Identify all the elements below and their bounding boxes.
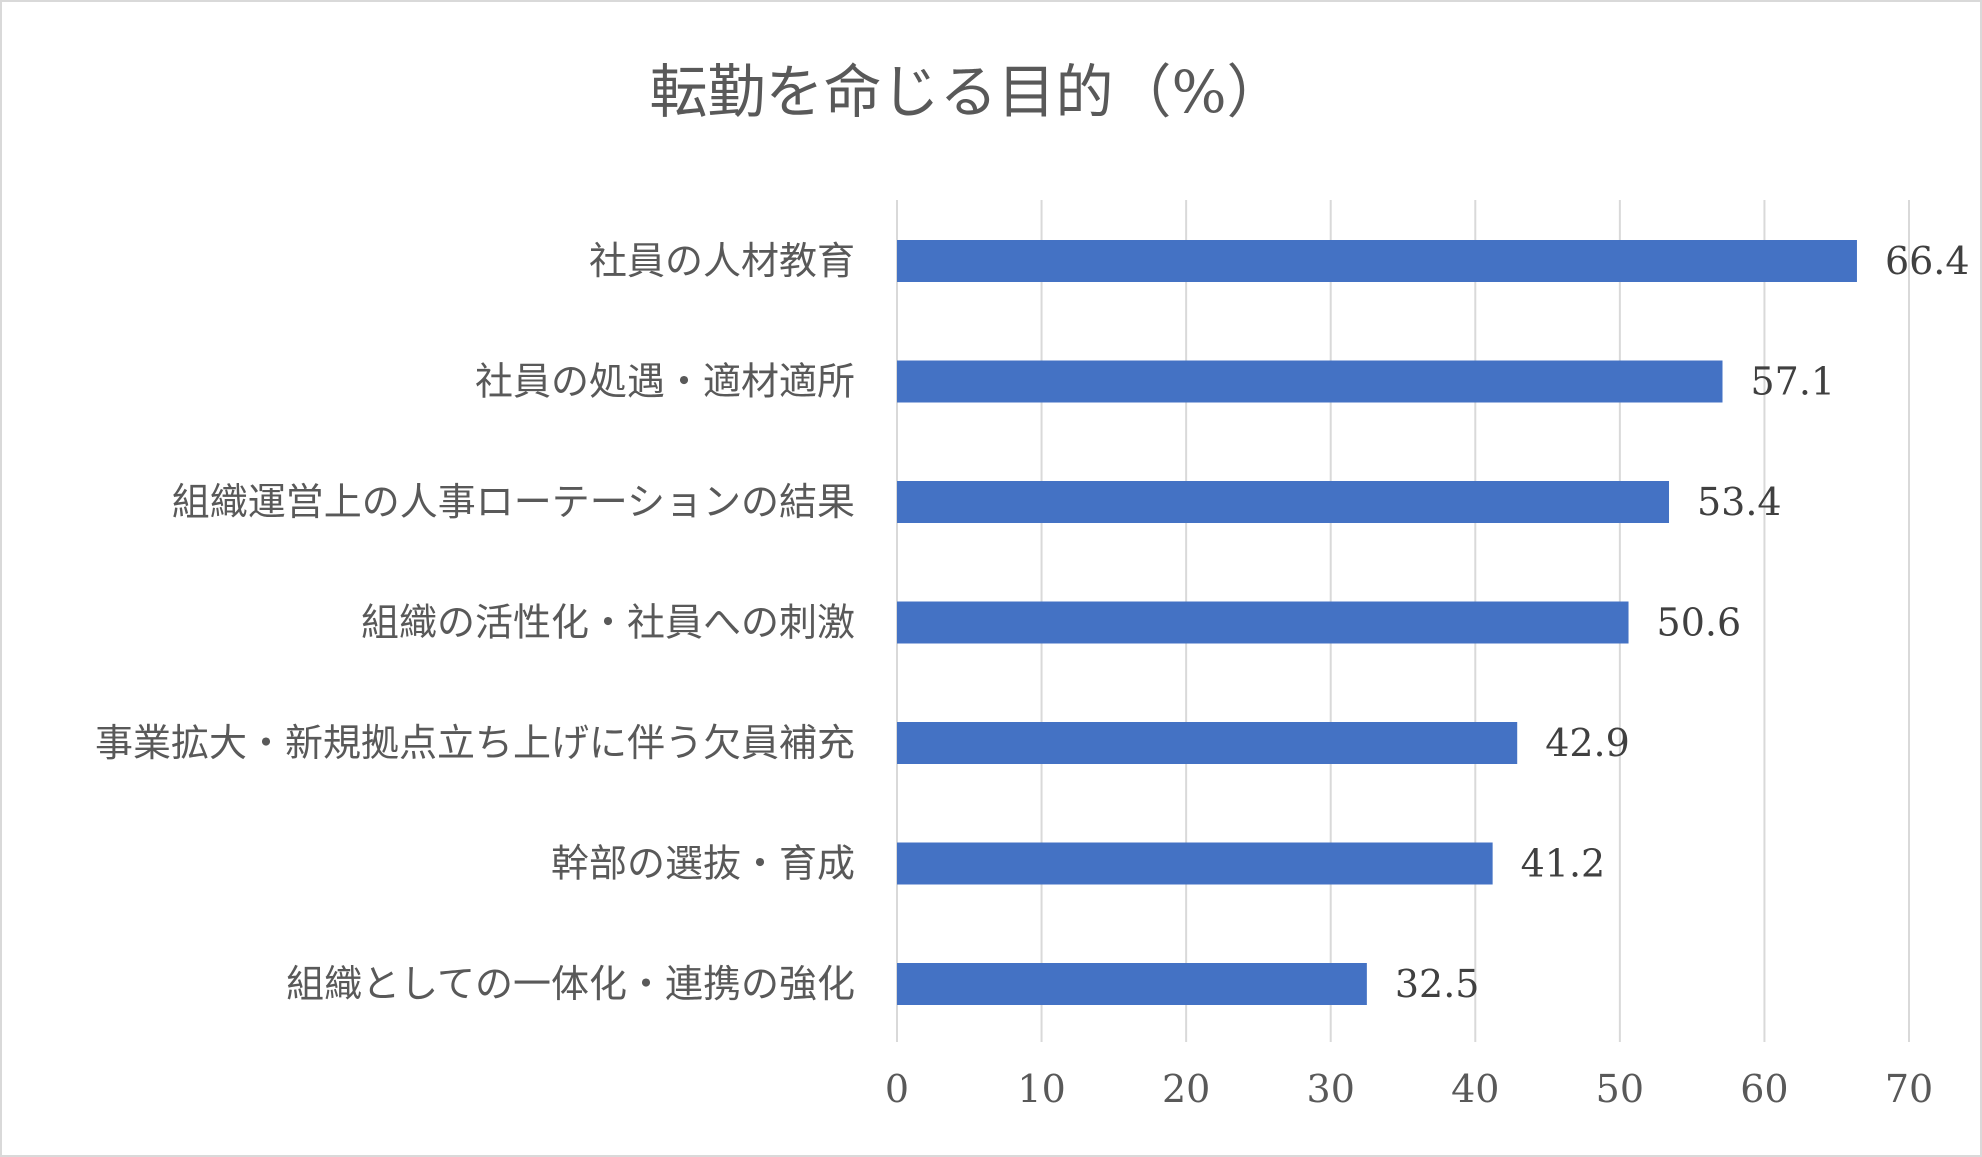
category-label: 組織としての一体化・連携の強化 <box>286 962 855 1006</box>
chart-title: 転勤を命じる目的（%） <box>649 58 1284 126</box>
bar <box>897 842 1493 885</box>
category-label: 社員の処遇・適材適所 <box>475 360 855 404</box>
data-label: 41.2 <box>1521 842 1606 886</box>
data-label: 42.9 <box>1545 721 1630 765</box>
bar <box>897 481 1670 523</box>
data-label: 50.6 <box>1657 601 1742 645</box>
x-tick-label: 50 <box>1596 1067 1644 1111</box>
data-label: 53.4 <box>1697 480 1782 524</box>
x-tick-label: 20 <box>1162 1067 1210 1111</box>
data-label: 32.5 <box>1395 962 1480 1006</box>
bar <box>897 601 1629 644</box>
category-label: 組織の活性化・社員への刺激 <box>361 601 855 645</box>
category-label: 社員の人材教育 <box>589 239 855 283</box>
x-tick-label: 60 <box>1740 1067 1788 1111</box>
x-tick-label: 0 <box>885 1067 909 1111</box>
bar <box>897 360 1723 403</box>
bar <box>897 722 1518 764</box>
category-label: 事業拡大・新規拠点立ち上げに伴う欠員補充 <box>95 721 855 765</box>
data-label: 66.4 <box>1885 239 1970 283</box>
x-tick-label: 70 <box>1885 1067 1933 1111</box>
category-label: 幹部の選抜・育成 <box>551 842 855 886</box>
category-label: 組織運営上の人事ローテーションの結果 <box>172 480 855 524</box>
data-label: 57.1 <box>1751 360 1836 404</box>
bar <box>897 963 1367 1005</box>
x-tick-label: 30 <box>1307 1067 1355 1111</box>
x-tick-label: 10 <box>1017 1067 1065 1111</box>
bar <box>897 240 1857 282</box>
x-tick-label: 40 <box>1451 1067 1499 1111</box>
